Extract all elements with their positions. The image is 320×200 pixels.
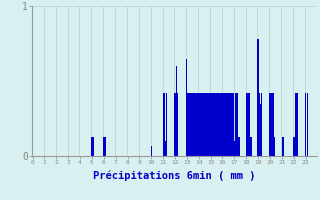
Bar [233,93,234,156]
Bar [164,93,165,156]
Bar [222,93,223,156]
Bar [261,93,262,156]
Bar [235,93,236,156]
Bar [247,93,248,156]
Bar [269,93,270,156]
Bar [163,93,164,156]
Bar [188,93,189,156]
Bar [223,93,224,156]
Bar [218,93,220,156]
Bar [258,39,259,156]
Bar [193,93,195,156]
Bar [250,137,252,156]
Bar [91,137,92,156]
Bar [209,93,210,156]
Bar [197,93,198,156]
Bar [272,93,273,156]
Bar [103,137,104,156]
Bar [228,93,229,156]
Bar [203,93,204,156]
Bar [176,66,177,156]
Bar [217,93,218,156]
Bar [174,93,176,156]
Bar [165,141,166,156]
Bar [220,93,221,156]
Bar [270,93,272,156]
Bar [198,93,199,156]
Bar [204,93,205,156]
Bar [199,93,201,156]
Bar [206,93,208,156]
Bar [104,137,106,156]
Bar [293,137,294,156]
Bar [195,93,196,156]
Bar [273,93,274,156]
Bar [213,93,215,156]
Bar [208,93,209,156]
Bar [92,137,94,156]
Bar [221,93,222,156]
Bar [186,58,188,156]
Bar [192,93,193,156]
Bar [236,93,237,156]
Bar [238,137,240,156]
Bar [259,93,260,156]
Bar [234,141,235,156]
Bar [307,93,308,156]
Bar [210,93,211,156]
Bar [230,93,231,156]
Bar [224,93,225,156]
Bar [216,93,217,156]
Bar [201,93,202,156]
Bar [225,93,227,156]
Bar [227,93,228,156]
Bar [190,93,191,156]
Bar [248,93,249,156]
Bar [260,104,261,156]
X-axis label: Précipitations 6min ( mm ): Précipitations 6min ( mm ) [93,171,256,181]
Bar [189,93,190,156]
Bar [274,137,275,156]
Bar [294,137,295,156]
Bar [305,93,306,156]
Bar [297,93,298,156]
Bar [229,93,230,156]
Bar [166,93,167,156]
Bar [191,93,192,156]
Bar [249,93,250,156]
Bar [151,146,152,156]
Bar [282,137,284,156]
Bar [205,93,206,156]
Bar [177,93,178,156]
Bar [211,93,212,156]
Bar [295,93,297,156]
Bar [212,93,213,156]
Bar [246,93,247,156]
Bar [196,93,197,156]
Bar [202,93,203,156]
Bar [231,93,233,156]
Bar [215,93,216,156]
Bar [237,93,238,156]
